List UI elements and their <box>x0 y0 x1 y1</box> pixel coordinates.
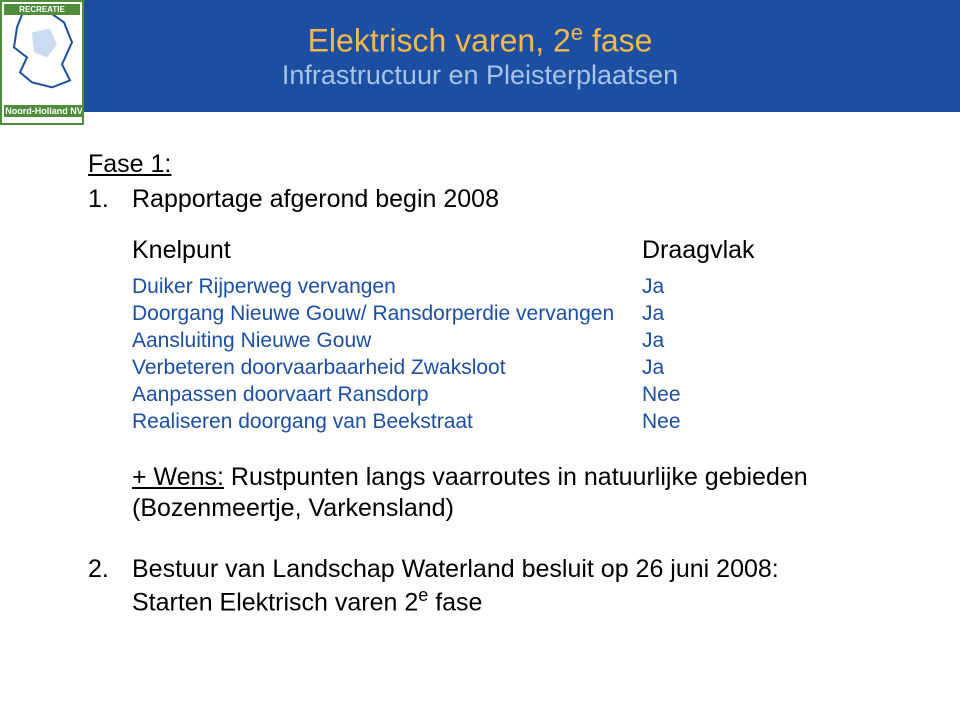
map-icon <box>2 2 82 93</box>
table-row: Verbeteren doorvaarbaarheid ZwakslootJa <box>132 356 920 380</box>
cell-draagvlak: Ja <box>642 329 664 353</box>
cell-knelpunt: Doorgang Nieuwe Gouw/ Ransdorperdie verv… <box>132 302 642 326</box>
slide-title: Elektrisch varen, 2e fase <box>308 21 653 59</box>
fase-heading: Fase 1: <box>88 150 920 179</box>
list-item-2: 2.Bestuur van Landschap Waterland beslui… <box>88 555 920 584</box>
logo-top-label: RECREATIE <box>4 4 80 15</box>
logo-bottom-label: Noord-Holland NV <box>4 105 84 117</box>
wens-lead: + Wens: <box>132 463 224 491</box>
table-row: Realiseren doorgang van BeekstraatNee <box>132 410 920 434</box>
list-number: 2. <box>88 555 132 584</box>
slide-subtitle: Infrastructuur en Pleisterplaatsen <box>282 60 678 91</box>
list-text: Rapportage afgerond begin 2008 <box>132 185 499 213</box>
table-row: Aansluiting Nieuwe GouwJa <box>132 329 920 353</box>
cell-knelpunt: Aanpassen doorvaart Ransdorp <box>132 383 642 407</box>
logo: RECREATIE Noord-Holland NV <box>0 0 84 125</box>
list-item-2-cont: Starten Elektrisch varen 2e fase <box>132 584 920 619</box>
knelpunt-table: Knelpunt Draagvlak Duiker Rijperweg verv… <box>132 236 920 434</box>
list-number: 1. <box>88 185 132 214</box>
cell-knelpunt: Realiseren doorgang van Beekstraat <box>132 410 642 434</box>
table-row: Duiker Rijperweg vervangenJa <box>132 275 920 299</box>
header-bar: Elektrisch varen, 2e fase Infrastructuur… <box>0 0 960 112</box>
cell-draagvlak: Nee <box>642 410 681 434</box>
title-pre: Elektrisch varen, 2 <box>308 22 571 58</box>
col-draagvlak: Draagvlak <box>642 236 755 265</box>
wens-block: + Wens: Rustpunten langs vaarroutes in n… <box>132 462 920 525</box>
slide-content: Fase 1: 1.Rapportage afgerond begin 2008… <box>88 150 920 618</box>
line2-post: fase <box>428 588 482 616</box>
cell-draagvlak: Nee <box>642 383 681 407</box>
cell-draagvlak: Ja <box>642 302 664 326</box>
table-row: Aanpassen doorvaart RansdorpNee <box>132 383 920 407</box>
table-header: Knelpunt Draagvlak <box>132 236 920 265</box>
cell-draagvlak: Ja <box>642 356 664 380</box>
title-sup: e <box>571 20 583 45</box>
table-row: Doorgang Nieuwe Gouw/ Ransdorperdie verv… <box>132 302 920 326</box>
col-knelpunt: Knelpunt <box>132 236 642 265</box>
cell-knelpunt: Aansluiting Nieuwe Gouw <box>132 329 642 353</box>
line2-sup: e <box>418 585 428 605</box>
title-post: fase <box>583 22 652 58</box>
list-item-1: 1.Rapportage afgerond begin 2008 <box>88 185 920 214</box>
list-text: Bestuur van Landschap Waterland besluit … <box>132 555 779 583</box>
cell-draagvlak: Ja <box>642 275 664 299</box>
wens-rest: Rustpunten langs vaarroutes in natuurlij… <box>132 463 808 522</box>
line2-pre: Starten Elektrisch varen 2 <box>132 588 418 616</box>
cell-knelpunt: Duiker Rijperweg vervangen <box>132 275 642 299</box>
cell-knelpunt: Verbeteren doorvaarbaarheid Zwaksloot <box>132 356 642 380</box>
